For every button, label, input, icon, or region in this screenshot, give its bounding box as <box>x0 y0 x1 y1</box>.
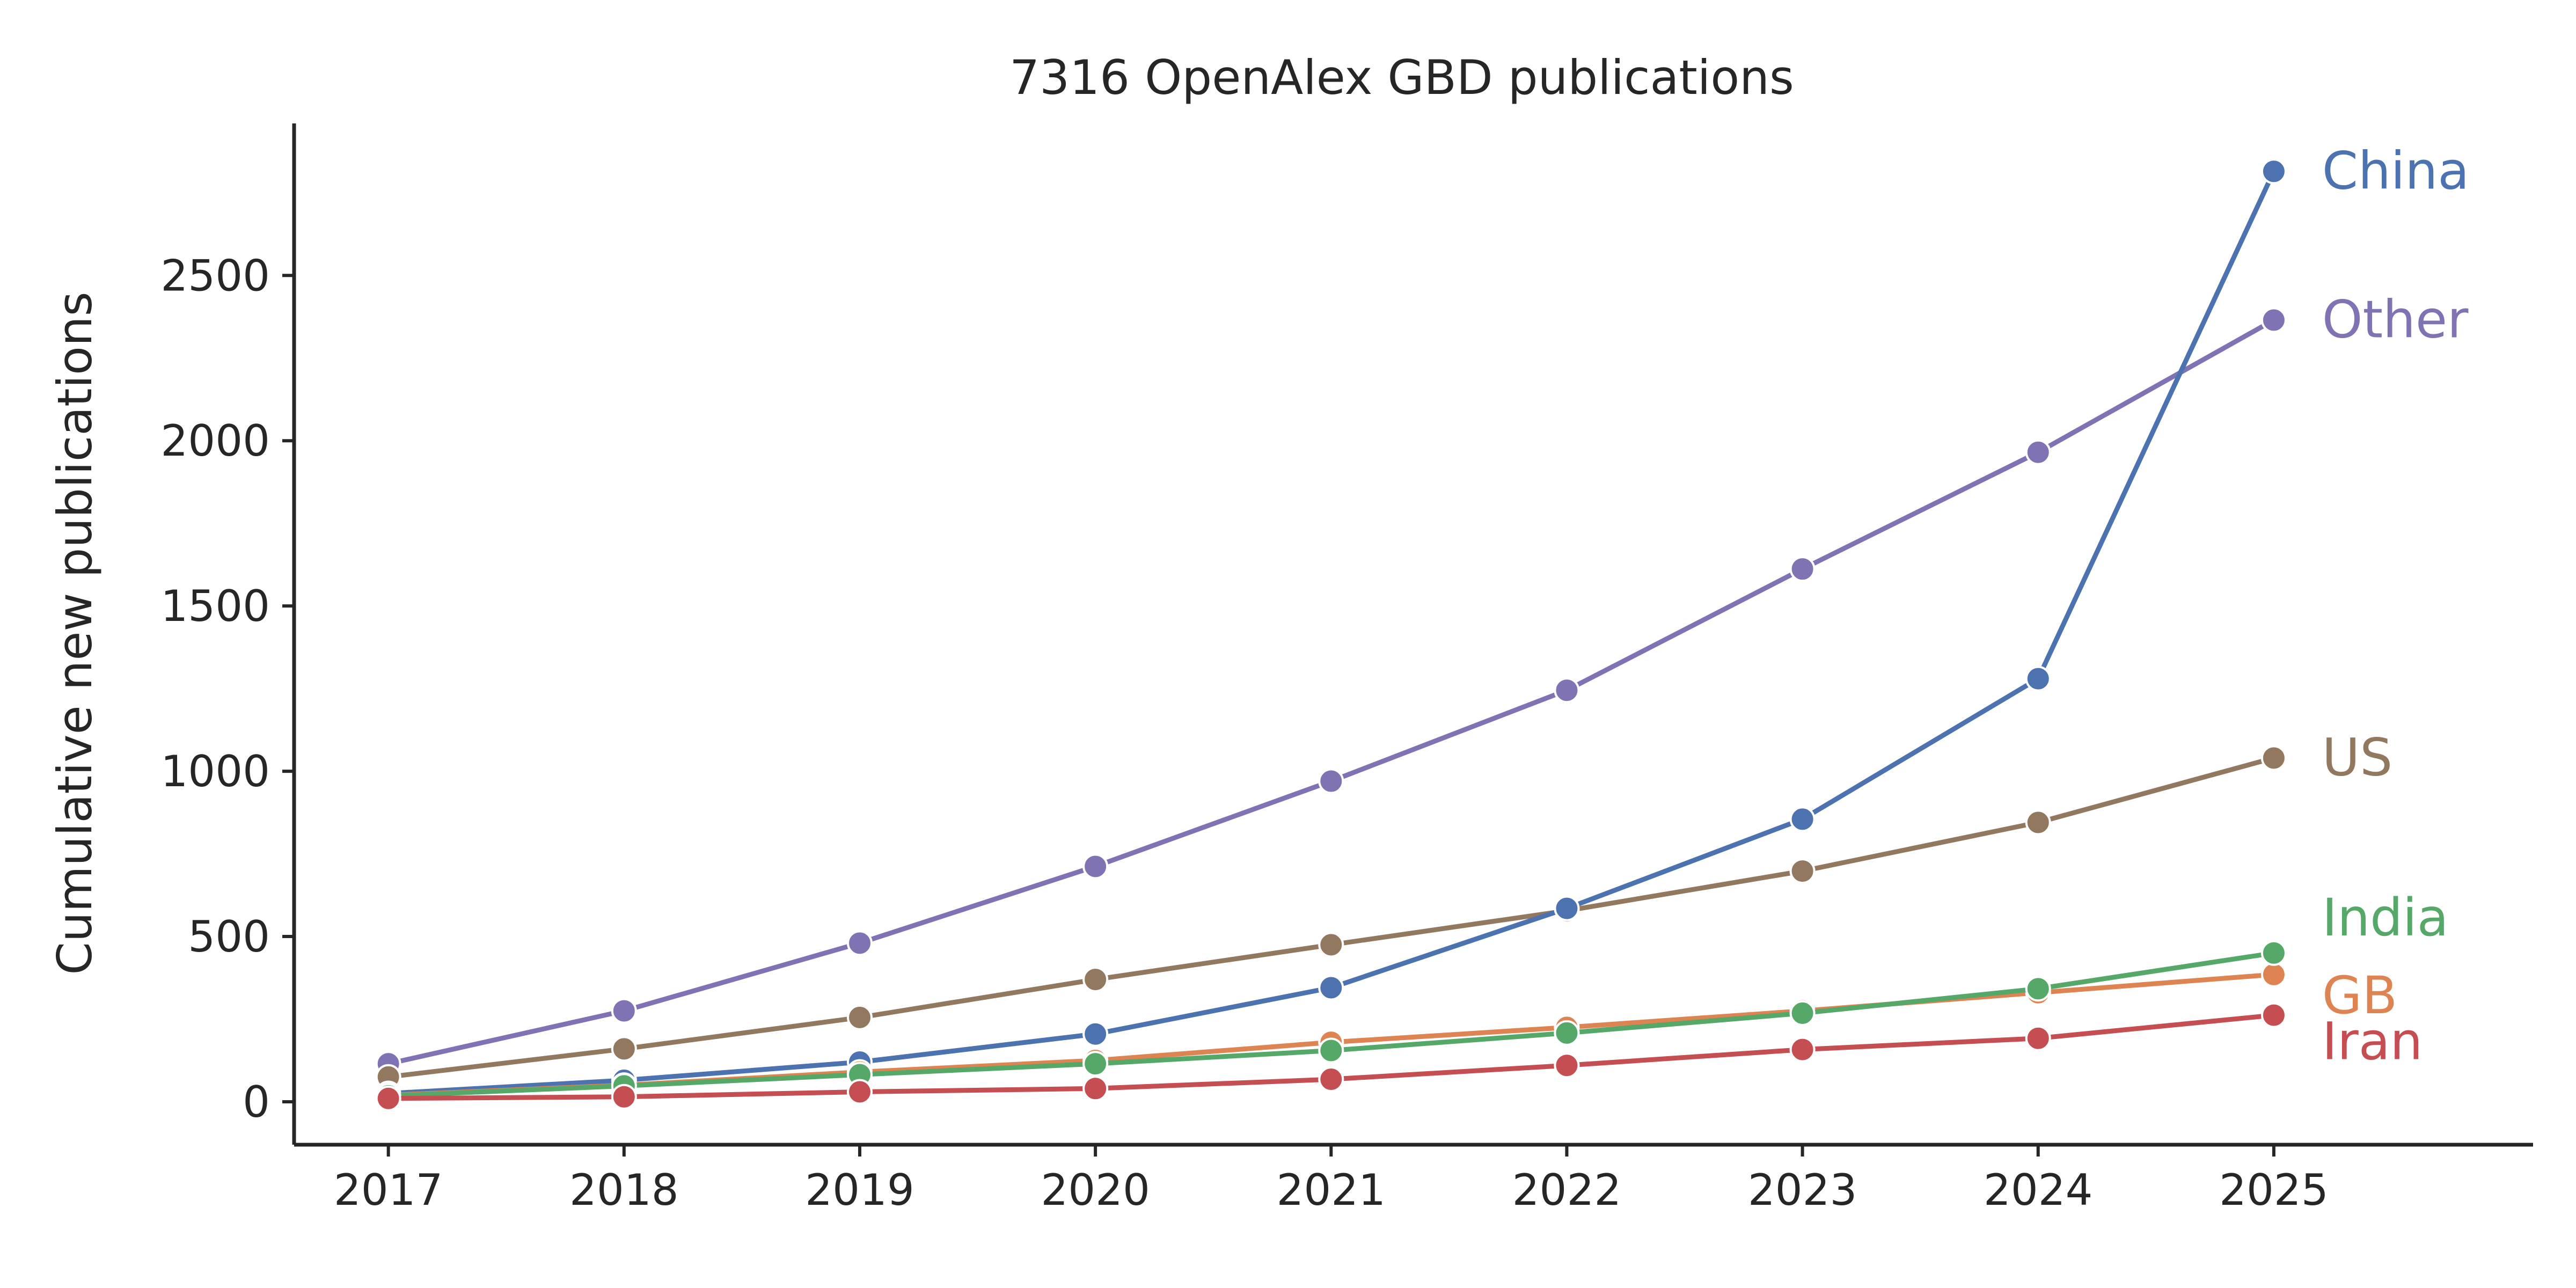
data-point-other <box>1318 768 1344 794</box>
data-point-iran <box>375 1085 401 1111</box>
x-tick-label: 2017 <box>334 1165 443 1215</box>
data-point-india <box>2025 976 2051 1002</box>
series-china <box>375 158 2287 1107</box>
data-point-other <box>2025 439 2051 465</box>
data-point-china <box>2025 665 2051 692</box>
series-label-iran: Iran <box>2322 1012 2423 1072</box>
data-point-gb <box>2260 961 2287 987</box>
y-tick-label: 0 <box>243 1077 270 1127</box>
data-point-iran <box>2260 1002 2287 1028</box>
data-point-iran <box>611 1084 637 1110</box>
data-point-china <box>1082 1021 1109 1047</box>
series-iran <box>375 1002 2287 1111</box>
data-point-other <box>846 930 873 956</box>
x-tick-label: 2025 <box>2219 1165 2329 1215</box>
x-tick-label: 2022 <box>1512 1165 1622 1215</box>
data-point-india <box>1789 1000 1816 1026</box>
y-tick-label: 1000 <box>160 747 270 796</box>
x-tick-label: 2021 <box>1276 1165 1386 1215</box>
data-point-us <box>1789 858 1816 884</box>
series-labels: Other US China GB India Iran <box>2322 141 2469 1071</box>
data-point-us <box>846 1004 873 1030</box>
data-point-india <box>1554 1020 1580 1046</box>
axes: 2017 2018 2019 2020 2021 2022 2023 2024 2025 0 500… <box>160 123 2533 1215</box>
y-tick-label: 1500 <box>160 581 270 631</box>
series-label-india: India <box>2322 888 2449 948</box>
series-line-us <box>386 755 2277 1080</box>
series-other <box>375 307 2287 1077</box>
data-point-us <box>611 1036 637 1062</box>
chart-title: 7316 OpenAlex GBD publications <box>1009 50 1794 105</box>
data-point-us <box>2260 745 2287 771</box>
data-point-iran <box>1082 1075 1109 1102</box>
data-point-us <box>1318 932 1344 958</box>
data-point-china <box>1789 806 1816 832</box>
series-group <box>375 158 2287 1111</box>
x-tick-label: 2018 <box>569 1165 679 1215</box>
x-tick-label: 2019 <box>805 1165 914 1215</box>
series-label-gb: GB <box>2322 965 2397 1026</box>
series-label-china: China <box>2322 141 2469 201</box>
x-tick-label: 2024 <box>1984 1165 2093 1215</box>
x-tick-label: 2020 <box>1041 1165 1150 1215</box>
x-tick-label: 2023 <box>1748 1165 1857 1215</box>
y-tick-label: 2500 <box>160 251 270 301</box>
y-axis-label: Cumulative new publications <box>47 291 103 975</box>
data-point-china <box>1318 975 1344 1001</box>
data-point-us <box>1082 967 1109 993</box>
data-point-iran <box>1789 1036 1816 1063</box>
data-point-other <box>1789 556 1816 582</box>
data-point-other <box>2260 307 2287 333</box>
data-point-other <box>1082 853 1109 880</box>
data-point-other <box>611 998 637 1024</box>
data-point-iran <box>1554 1052 1580 1079</box>
data-point-india <box>1318 1037 1344 1064</box>
data-point-iran <box>2025 1025 2051 1051</box>
data-point-other <box>1554 677 1580 704</box>
data-point-china <box>2260 158 2287 185</box>
data-point-us <box>2025 809 2051 836</box>
series-label-us: US <box>2322 727 2392 787</box>
data-point-india <box>1082 1051 1109 1077</box>
series-label-other: Other <box>2322 289 2469 349</box>
data-point-india <box>2260 940 2287 966</box>
data-point-iran <box>1318 1066 1344 1093</box>
y-tick-label: 500 <box>188 912 270 962</box>
data-point-china <box>1554 895 1580 921</box>
y-tick-label: 2000 <box>160 416 270 466</box>
data-point-iran <box>846 1079 873 1105</box>
